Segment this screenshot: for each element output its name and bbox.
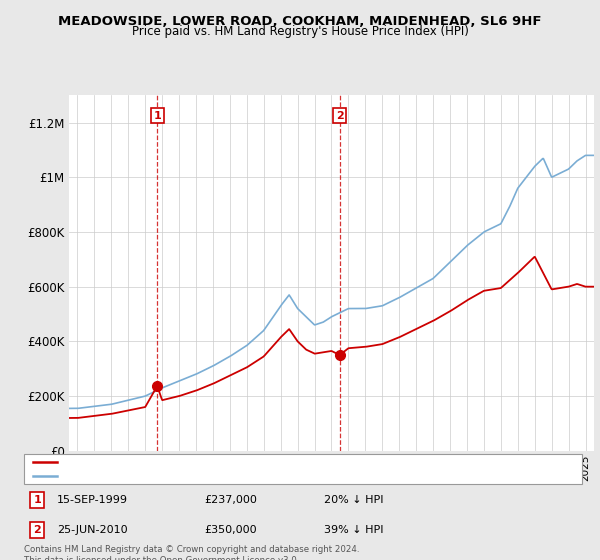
Text: £350,000: £350,000: [204, 525, 257, 535]
Text: HPI: Average price, detached house, Windsor and Maidenhead: HPI: Average price, detached house, Wind…: [60, 471, 365, 481]
Text: £237,000: £237,000: [204, 495, 257, 505]
Text: 39% ↓ HPI: 39% ↓ HPI: [324, 525, 383, 535]
Text: Contains HM Land Registry data © Crown copyright and database right 2024.
This d: Contains HM Land Registry data © Crown c…: [24, 545, 359, 560]
Text: 25-JUN-2010: 25-JUN-2010: [57, 525, 128, 535]
Text: 15-SEP-1999: 15-SEP-1999: [57, 495, 128, 505]
Text: MEADOWSIDE, LOWER ROAD, COOKHAM, MAIDENHEAD, SL6 9HF: MEADOWSIDE, LOWER ROAD, COOKHAM, MAIDENH…: [58, 15, 542, 28]
Text: 2: 2: [336, 111, 344, 121]
Text: 20% ↓ HPI: 20% ↓ HPI: [324, 495, 383, 505]
Text: 2: 2: [34, 525, 41, 535]
Text: MEADOWSIDE, LOWER ROAD, COOKHAM, MAIDENHEAD, SL6 9HF (detached house): MEADOWSIDE, LOWER ROAD, COOKHAM, MAIDENH…: [60, 457, 468, 467]
Text: 1: 1: [34, 495, 41, 505]
Text: Price paid vs. HM Land Registry's House Price Index (HPI): Price paid vs. HM Land Registry's House …: [131, 25, 469, 39]
Text: 1: 1: [154, 111, 161, 121]
